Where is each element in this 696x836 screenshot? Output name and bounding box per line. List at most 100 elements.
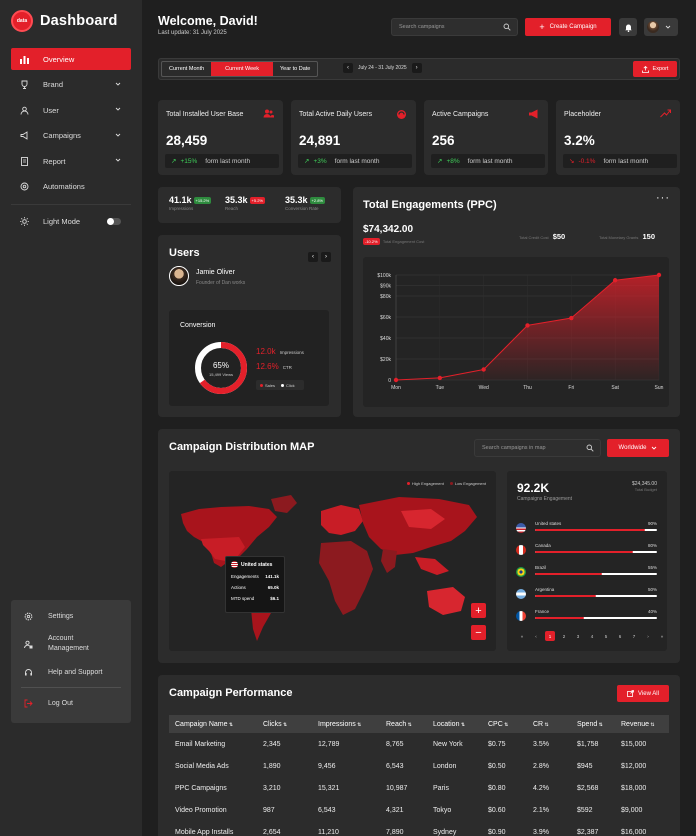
legend-high: High Engagement: [406, 481, 444, 486]
chevron-down-icon: [115, 133, 121, 137]
country-row[interactable]: Argentina 50%: [516, 587, 659, 605]
tooltip-key: Engagements: [231, 574, 259, 579]
view-all-button[interactable]: View All: [617, 685, 669, 702]
table-row[interactable]: Email Marketing 2,345 12,789 8,765 New York $…: [169, 733, 669, 755]
next-user-button[interactable]: ›: [321, 252, 331, 262]
page-button[interactable]: ›: [647, 633, 649, 639]
country-bar-fill: [535, 551, 633, 553]
sidebar-nav: Overview Brand User Campaigns Report Aut…: [11, 48, 131, 236]
table-row[interactable]: PPC Campaigns 3,210 15,321 10,987 Paris $0.80…: [169, 777, 669, 799]
light-mode-toggle[interactable]: [107, 217, 121, 225]
column-header[interactable]: Spend ⇅: [571, 715, 615, 733]
column-header[interactable]: Clicks ⇅: [257, 715, 312, 733]
next-range-button[interactable]: ›: [411, 63, 422, 73]
page-button[interactable]: ‹: [535, 633, 537, 639]
page-button[interactable]: «: [520, 633, 524, 639]
notifications-button[interactable]: [619, 18, 637, 36]
column-header[interactable]: Impressions ⇅: [312, 715, 380, 733]
greenland[interactable]: [271, 495, 297, 513]
trend-up-icon: ↗: [304, 158, 310, 165]
country-row[interactable]: France 40%: [516, 609, 659, 627]
table-cell: $0.90: [488, 828, 506, 836]
credit-metric: Total Credit Cost $50: [519, 232, 565, 241]
logout-item[interactable]: Log Out: [11, 691, 131, 715]
prev-range-button[interactable]: ‹: [343, 63, 353, 73]
zoom-in-button[interactable]: +: [471, 603, 486, 618]
settings-item[interactable]: Settings: [11, 604, 131, 628]
europe[interactable]: [321, 505, 363, 535]
create-label: Create Campaign: [549, 24, 597, 30]
world-map[interactable]: High Engagement Low Engagement: [169, 471, 496, 651]
india[interactable]: [381, 549, 397, 573]
column-header[interactable]: Revenue ⇅: [615, 715, 669, 733]
australia[interactable]: [427, 587, 465, 615]
asia-highlight[interactable]: [401, 509, 445, 529]
page-button[interactable]: 5: [604, 633, 608, 639]
page-button[interactable]: 7: [632, 633, 636, 639]
tab-current-week[interactable]: Current Week: [211, 62, 273, 76]
sidebar-item-report[interactable]: Report: [11, 150, 131, 172]
table-row[interactable]: Mobile App Installs 2,654 11,210 7,890 Sydne…: [169, 821, 669, 836]
table-cell: 4.2%: [533, 784, 549, 792]
help-label: Help and Support: [48, 668, 103, 676]
tab-year-to-date[interactable]: Year to Date: [279, 66, 311, 72]
sidebar-item-overview[interactable]: Overview: [11, 48, 131, 70]
page-button[interactable]: 4: [590, 633, 594, 639]
x-tick-label: Tue: [436, 385, 445, 391]
stat-change: -0.1%: [578, 157, 596, 165]
more-options-button[interactable]: ···: [656, 192, 670, 204]
column-header[interactable]: Location ⇅: [427, 715, 482, 733]
country-row[interactable]: United states 90%: [516, 521, 659, 539]
sidebar-item-user[interactable]: User: [11, 99, 131, 121]
stat-change: +3%: [313, 157, 327, 165]
performance-card: Campaign Performance View All Campaign N…: [158, 675, 680, 836]
region-select[interactable]: Worldwide: [607, 439, 669, 457]
sidebar-item-label: Automations: [43, 182, 85, 191]
usa-highlight[interactable]: [201, 537, 245, 561]
southeast-asia[interactable]: [415, 557, 449, 575]
period-tabs: Current Month Current Week Year to Date: [161, 61, 319, 77]
tab-current-month[interactable]: Current Month: [169, 66, 205, 72]
north-america[interactable]: [181, 506, 277, 567]
sort-icon: ⇅: [459, 721, 466, 728]
country-row[interactable]: Canada 80%: [516, 543, 659, 561]
zoom-out-button[interactable]: −: [471, 625, 486, 640]
page-button[interactable]: 2: [562, 633, 566, 639]
page-button[interactable]: 6: [618, 633, 622, 639]
column-header[interactable]: CPC ⇅: [482, 715, 527, 733]
light-mode-item[interactable]: Light Mode: [11, 211, 131, 233]
page-button[interactable]: »: [660, 633, 664, 639]
africa[interactable]: [319, 541, 373, 615]
logo-icon: data: [11, 10, 33, 32]
table-row[interactable]: Social Media Ads 1,890 9,456 6,543 London $0.…: [169, 755, 669, 777]
legend-low-label: Low Engagement: [454, 481, 486, 486]
create-campaign-button[interactable]: + Create Campaign: [525, 18, 611, 36]
page-button[interactable]: 1: [545, 631, 555, 641]
search-input[interactable]: Search campaigns: [391, 18, 518, 36]
prev-user-button[interactable]: ‹: [308, 252, 318, 262]
tooltip-row: Actions 65.0k: [231, 585, 279, 590]
legend-low: Low Engagement: [449, 481, 486, 486]
help-item[interactable]: Help and Support: [11, 660, 131, 684]
x-tick-label: Sat: [611, 385, 619, 391]
user-avatar[interactable]: [169, 266, 189, 286]
column-header[interactable]: CR ⇅: [527, 715, 571, 733]
sidebar-item-automations[interactable]: Automations: [11, 176, 131, 198]
table-row[interactable]: Video Promotion 987 6,543 4,321 Tokyo $0.60 2.…: [169, 799, 669, 821]
export-button[interactable]: Export: [633, 61, 677, 77]
column-header[interactable]: Campaign Name ⇅: [169, 715, 257, 733]
table-cell: 2.8%: [533, 762, 549, 770]
country-row[interactable]: Brazil 55%: [516, 565, 659, 583]
account-management-item[interactable]: Account Management: [11, 628, 131, 660]
page-button[interactable]: 3: [576, 633, 580, 639]
profile-menu[interactable]: [644, 18, 678, 36]
mini-stat-conversion: 35.3k +2.8% Conversion Rate: [285, 195, 325, 211]
sidebar-item-brand[interactable]: Brand: [11, 74, 131, 96]
conversion-card: Conversion 65% 15,499 Views 12.0k Impress…: [169, 310, 329, 406]
stat-card-placeholder: Placeholder 3.2% ↘ -0.1% form last month: [556, 100, 680, 175]
logo[interactable]: data Dashboard: [11, 10, 118, 32]
column-header[interactable]: Reach ⇅: [380, 715, 427, 733]
sidebar-item-campaigns[interactable]: Campaigns: [11, 125, 131, 147]
map-search-input[interactable]: Search campaigns in map: [474, 439, 601, 457]
